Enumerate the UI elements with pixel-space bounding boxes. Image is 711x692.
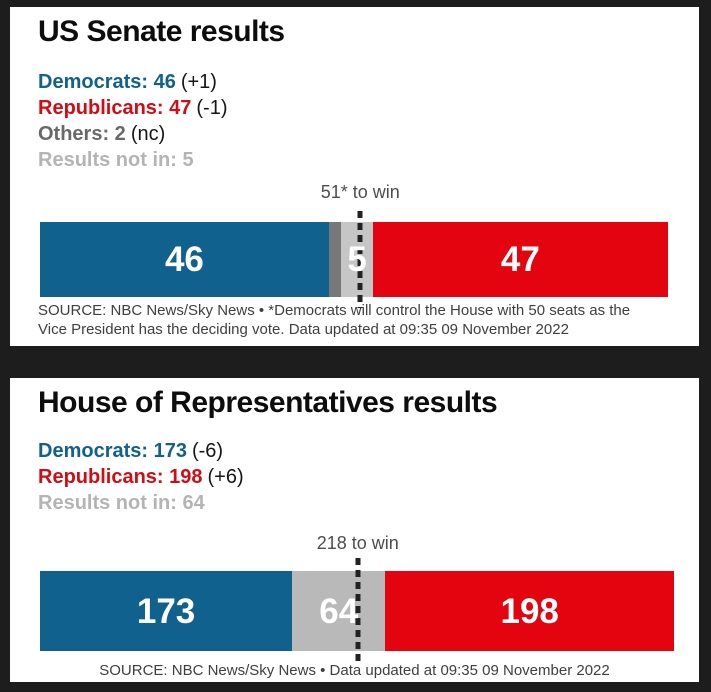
- stat-line: Republicans: 47 (-1): [38, 95, 228, 121]
- house-results-panel: House of Representatives results Democra…: [10, 378, 699, 682]
- house-stats-list: Democrats: 173 (-6) Republicans: 198 (+6) Re…: [38, 438, 244, 516]
- senate-majority-threshold-line: [357, 211, 363, 308]
- stat-party-value: Democrats: 46: [38, 71, 176, 93]
- stat-party-value: Republicans: 198: [38, 466, 203, 488]
- stat-seat-change: (-1): [196, 97, 228, 119]
- bar-segment-label: 173: [136, 591, 196, 631]
- bar-segment-label: 198: [500, 591, 559, 631]
- senate-results-panel: US Senate results Democrats: 46 (+1) Repub…: [10, 7, 699, 346]
- stat-line: Results not in: 5: [38, 147, 228, 173]
- stat-party-value: Others: 2: [38, 123, 126, 145]
- house-seats-bar: 173 64 198: [40, 571, 674, 651]
- bar-segment-label: 46: [164, 240, 204, 279]
- stat-party-value: Democrats: 173: [38, 440, 187, 462]
- stat-party-value: Results not in: 5: [38, 149, 194, 171]
- source-line: SOURCE: NBC News/Sky News • Data updated…: [99, 662, 610, 679]
- stat-party-value: Results not in: 64: [38, 492, 205, 514]
- senate-panel-title: US Senate results: [38, 15, 285, 48]
- source-line: Vice President has the deciding vote. Da…: [38, 321, 569, 338]
- senate-source-note: SOURCE: NBC News/Sky News • *Democrats w…: [38, 301, 630, 339]
- bar-segment-republicans: 47: [372, 222, 668, 297]
- stat-seat-change: (+6): [207, 466, 244, 488]
- house-chart-zone: 218 to win 173 64 198: [40, 532, 674, 664]
- bar-segment-others: [328, 222, 342, 297]
- bar-segment-results-not-in: 64: [292, 571, 386, 651]
- stat-line: Republicans: 198 (+6): [38, 464, 244, 490]
- bar-segment-label: 64: [319, 591, 359, 631]
- house-majority-threshold-label: 218 to win: [316, 533, 399, 553]
- bar-segment-results-not-in: 5: [341, 222, 373, 297]
- bar-segment-republicans: 198: [385, 571, 674, 651]
- senate-majority-threshold-label: 51* to win: [320, 182, 400, 202]
- stat-line: Others: 2 (nc): [38, 121, 228, 147]
- stat-seat-change: (nc): [130, 123, 166, 145]
- stat-line: Democrats: 46 (+1): [38, 69, 228, 95]
- bar-segment-democrats: 46: [40, 222, 329, 297]
- stat-seat-change: (+1): [180, 71, 217, 93]
- source-line: SOURCE: NBC News/Sky News • *Democrats w…: [38, 302, 631, 319]
- stat-seat-change: (-6): [191, 440, 224, 462]
- house-panel-title: House of Representatives results: [38, 386, 498, 419]
- bar-segment-label: 5: [347, 240, 367, 279]
- bar-segment-label: 47: [500, 240, 540, 279]
- senate-stats-list: Democrats: 46 (+1) Republicans: 47 (-1) Othe…: [38, 69, 228, 173]
- bar-segment-democrats: 173: [40, 571, 293, 651]
- stat-line: Democrats: 173 (-6): [38, 438, 244, 464]
- stat-party-value: Republicans: 47: [38, 97, 192, 119]
- house-source-note: SOURCE: NBC News/Sky News • Data updated…: [10, 661, 699, 680]
- senate-seats-bar: 46 5 47: [40, 222, 668, 297]
- house-majority-threshold-line: [355, 558, 361, 664]
- stat-line: Results not in: 64: [38, 490, 244, 516]
- senate-chart-zone: 51* to win 46 5 47: [40, 181, 668, 311]
